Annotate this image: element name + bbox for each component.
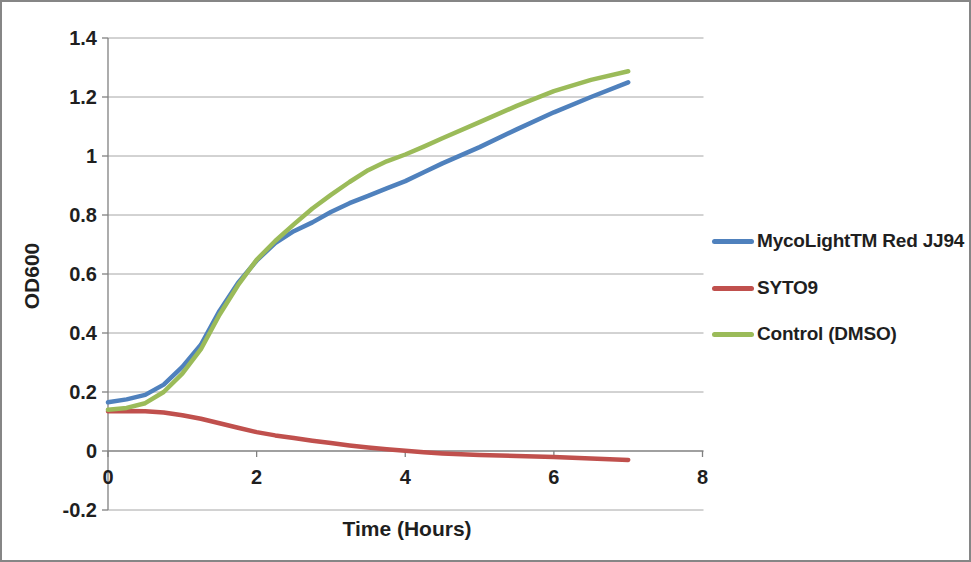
legend-label: Control (DMSO) <box>757 323 897 345</box>
y-tick-label: 1.2 <box>69 86 97 108</box>
y-tick-label: 0 <box>86 440 97 462</box>
legend-label: SYTO9 <box>757 277 818 299</box>
y-tick-label: 0.8 <box>69 204 97 226</box>
legend-line-swatch-red <box>712 286 754 291</box>
x-tick-label: 0 <box>102 466 113 488</box>
x-tick-label: 4 <box>400 466 412 488</box>
y-tick-label: 0.4 <box>69 322 98 344</box>
x-tick-label: 6 <box>548 466 559 488</box>
legend-line-swatch-blue <box>712 239 754 244</box>
series-line-control-dmso- <box>108 71 628 409</box>
chart-plot-area: 1.41.210.80.60.40.20-0.202468 <box>2 2 971 562</box>
chart: 1.41.210.80.60.40.20-0.202468 OD600 Time… <box>0 0 971 562</box>
y-tick-label: 0.2 <box>69 381 97 403</box>
legend-label: MycoLightTM Red JJ94 <box>757 230 964 252</box>
y-tick-label: 1 <box>86 145 97 167</box>
series-line-syto9 <box>108 411 628 460</box>
legend-item-mycolight-red-jj94: MycoLightTM Red JJ94 <box>712 230 964 252</box>
legend-item-control-dmso: Control (DMSO) <box>712 323 897 345</box>
y-tick-label: -0.2 <box>63 499 97 521</box>
x-tick-label: 2 <box>251 466 262 488</box>
y-tick-label: 1.4 <box>69 27 98 49</box>
x-axis-title: Time (Hours) <box>342 517 471 541</box>
y-tick-label: 0.6 <box>69 263 97 285</box>
y-axis-title: OD600 <box>20 243 44 310</box>
x-tick-label: 8 <box>697 466 708 488</box>
series-line-mycolighttm-red-jj94 <box>108 82 628 402</box>
legend-item-syto9: SYTO9 <box>712 277 818 299</box>
legend-line-swatch-green <box>712 332 754 337</box>
